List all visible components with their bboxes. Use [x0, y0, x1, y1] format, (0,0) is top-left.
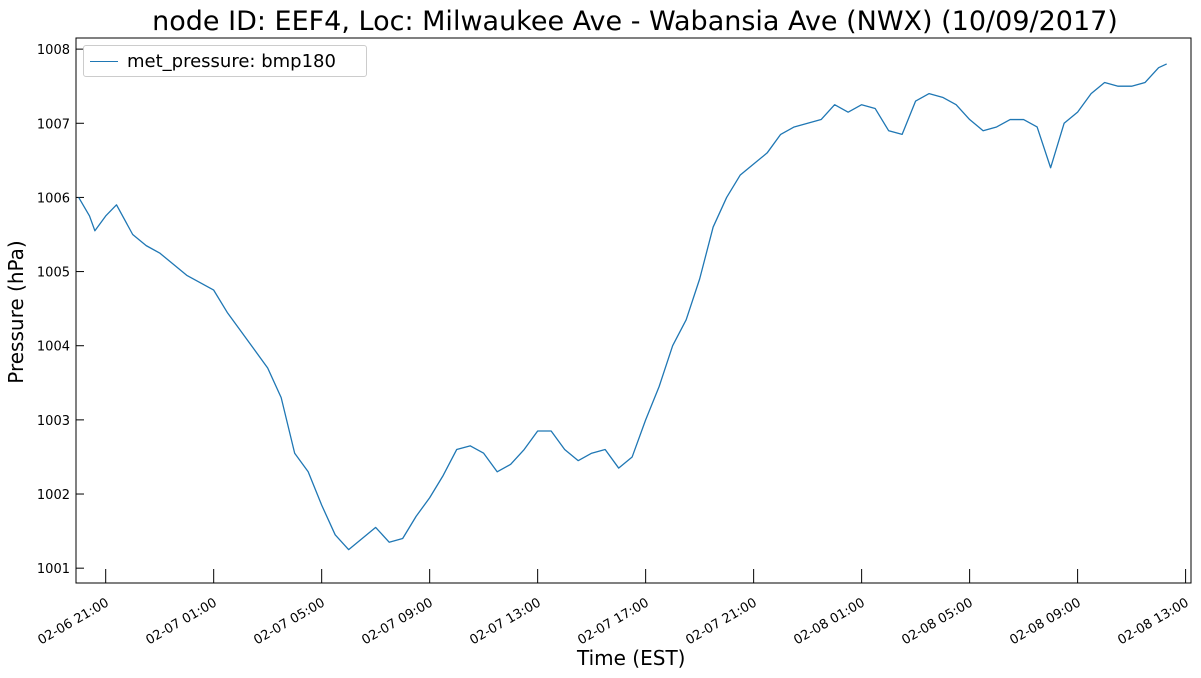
y-tick-label: 1003	[37, 414, 70, 429]
series-line-0	[78, 63, 1167, 551]
x-tick-label: 02-07 13:00	[467, 595, 543, 648]
x-tick-label: 02-07 09:00	[359, 595, 435, 648]
y-axis-ticks: 1001 1002 1003 1004 1005 1006 1007 1008	[37, 43, 84, 577]
x-tick-label: 02-07 05:00	[251, 595, 327, 648]
x-tick-label: 02-07 01:00	[143, 595, 219, 648]
y-tick-label: 1001	[37, 562, 70, 577]
x-axis-label: Time (EST)	[577, 646, 686, 670]
x-tick-label: 02-08 09:00	[1007, 595, 1083, 648]
y-tick-label: 1008	[37, 43, 70, 58]
y-tick-label: 1007	[37, 117, 70, 132]
x-tick-label: 02-07 21:00	[683, 595, 759, 648]
y-tick-label: 1006	[37, 191, 70, 206]
y-axis-label: Pressure (hPa)	[4, 240, 28, 384]
x-tick-label: 02-08 01:00	[791, 595, 867, 648]
series-layer	[78, 63, 1167, 551]
x-tick-label: 02-08 13:00	[1115, 595, 1191, 648]
chart-title: node ID: EEF4, Loc: Milwaukee Ave - Waba…	[152, 6, 1118, 37]
legend-line-swatch	[90, 61, 118, 62]
x-tick-label: 02-08 05:00	[899, 595, 975, 648]
y-tick-label: 1002	[37, 488, 70, 503]
plot-frame	[75, 37, 1192, 584]
legend: met_pressure: bmp180	[83, 45, 367, 77]
x-axis-ticks: 02-06 21:00 02-07 01:00 02-07 05:00 02-07 0…	[35, 569, 1192, 648]
y-tick-label: 1005	[37, 266, 70, 281]
x-tick-label: 02-06 21:00	[35, 595, 111, 648]
legend-label: met_pressure: bmp180	[127, 51, 336, 72]
x-tick-label: 02-07 17:00	[575, 595, 651, 648]
y-tick-label: 1004	[37, 340, 70, 355]
